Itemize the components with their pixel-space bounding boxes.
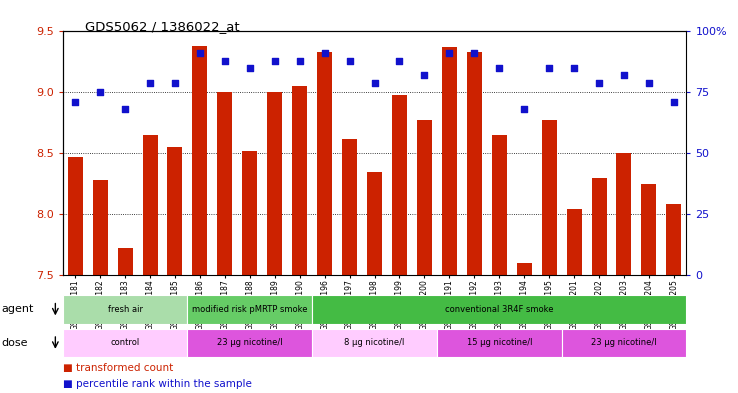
Bar bbox=[68, 157, 83, 275]
Point bbox=[244, 65, 255, 71]
Bar bbox=[392, 95, 407, 275]
Point bbox=[294, 57, 306, 64]
Bar bbox=[467, 52, 482, 275]
Text: 23 μg nicotine/l: 23 μg nicotine/l bbox=[217, 338, 283, 347]
Bar bbox=[616, 153, 632, 275]
Point bbox=[194, 50, 206, 57]
Bar bbox=[242, 151, 258, 275]
Bar bbox=[437, 329, 562, 357]
Bar bbox=[641, 184, 656, 275]
Bar bbox=[193, 46, 207, 275]
Point bbox=[393, 57, 405, 64]
Point bbox=[518, 106, 530, 112]
Text: ■ transformed count: ■ transformed count bbox=[63, 363, 173, 373]
Bar bbox=[142, 135, 157, 275]
Bar bbox=[93, 180, 108, 275]
Bar bbox=[218, 92, 232, 275]
Point bbox=[618, 72, 630, 79]
Text: 23 μg nicotine/l: 23 μg nicotine/l bbox=[591, 338, 657, 347]
Point bbox=[269, 57, 280, 64]
Bar bbox=[592, 178, 607, 275]
Text: dose: dose bbox=[1, 338, 28, 348]
Point bbox=[418, 72, 430, 79]
Point bbox=[219, 57, 231, 64]
Bar bbox=[63, 329, 187, 357]
Text: GDS5062 / 1386022_at: GDS5062 / 1386022_at bbox=[85, 20, 240, 33]
Text: fresh air: fresh air bbox=[108, 305, 142, 314]
Text: agent: agent bbox=[1, 305, 34, 314]
Bar bbox=[168, 147, 182, 275]
Bar bbox=[267, 92, 282, 275]
Bar bbox=[367, 172, 382, 275]
Point bbox=[643, 79, 655, 86]
Text: conventional 3R4F smoke: conventional 3R4F smoke bbox=[445, 305, 554, 314]
Point bbox=[568, 65, 580, 71]
Bar bbox=[442, 47, 457, 275]
Bar bbox=[417, 120, 432, 275]
Bar bbox=[562, 329, 686, 357]
Bar bbox=[312, 329, 437, 357]
Point bbox=[493, 65, 505, 71]
Bar bbox=[666, 204, 681, 275]
Text: control: control bbox=[111, 338, 139, 347]
Point bbox=[94, 89, 106, 95]
Text: 8 μg nicotine/l: 8 μg nicotine/l bbox=[345, 338, 404, 347]
Point bbox=[543, 65, 555, 71]
Bar bbox=[187, 329, 312, 357]
Text: 15 μg nicotine/l: 15 μg nicotine/l bbox=[466, 338, 532, 347]
Bar bbox=[342, 139, 357, 275]
Bar bbox=[567, 209, 582, 275]
Bar bbox=[312, 296, 686, 324]
Text: modified risk pMRTP smoke: modified risk pMRTP smoke bbox=[192, 305, 308, 314]
Point bbox=[169, 79, 181, 86]
Text: ■ percentile rank within the sample: ■ percentile rank within the sample bbox=[63, 379, 252, 389]
Bar bbox=[517, 263, 531, 275]
Bar bbox=[492, 135, 507, 275]
Point bbox=[120, 106, 131, 112]
Bar bbox=[317, 52, 332, 275]
Bar bbox=[187, 296, 312, 324]
Bar bbox=[542, 120, 556, 275]
Point bbox=[319, 50, 331, 57]
Point bbox=[668, 99, 680, 105]
Point bbox=[69, 99, 81, 105]
Bar bbox=[292, 86, 307, 275]
Point bbox=[344, 57, 356, 64]
Point bbox=[593, 79, 605, 86]
Point bbox=[469, 50, 480, 57]
Point bbox=[144, 79, 156, 86]
Point bbox=[444, 50, 455, 57]
Point bbox=[368, 79, 381, 86]
Bar bbox=[117, 248, 133, 275]
Bar bbox=[63, 296, 187, 324]
